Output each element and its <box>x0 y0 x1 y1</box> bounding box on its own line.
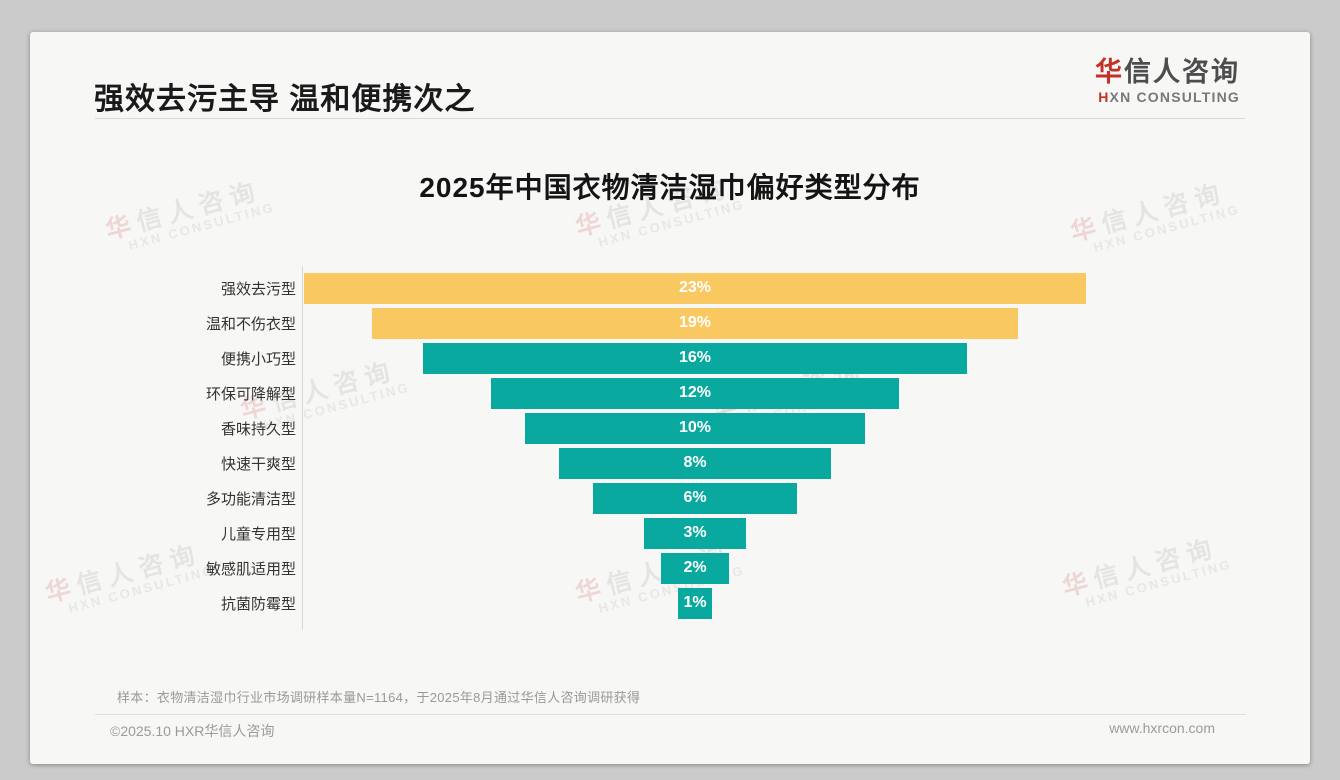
category-label: 抗菌防霉型 <box>220 596 296 613</box>
value-label: 8% <box>683 454 707 471</box>
value-label: 10% <box>678 419 712 436</box>
bar: 19% <box>372 307 1018 339</box>
logo-english-name: HXN CONSULTING <box>1098 88 1240 105</box>
category-label: 便携小巧型 <box>220 351 296 368</box>
category-label: 快速干爽型 <box>220 456 296 473</box>
footer-divider <box>95 714 1246 715</box>
value-label: 6% <box>683 489 707 506</box>
value-label: 2% <box>683 559 707 576</box>
bar: 8% <box>559 447 831 479</box>
page-title: 强效去污主导 温和便携次之 <box>94 83 476 116</box>
value-label: 1% <box>683 594 707 611</box>
category-label: 敏感肌适用型 <box>205 561 296 578</box>
value-label: 19% <box>678 314 712 331</box>
bar: 3% <box>644 517 746 549</box>
company-logo: 华信人咨询 HXN CONSULTING <box>1095 57 1240 105</box>
bar: 10% <box>525 412 865 444</box>
website-url: www.hxrcon.com <box>1109 720 1215 736</box>
bar: 16% <box>423 342 967 374</box>
header-divider <box>95 118 1245 119</box>
sample-footnote: 样本：衣物清洁湿巾行业市场调研样本量N=1164，于2025年8月通过华信人咨询… <box>117 690 641 705</box>
category-label: 儿童专用型 <box>220 526 296 543</box>
bar: 12% <box>491 377 899 409</box>
copyright-text: ©2025.10 HXR华信人咨询 <box>110 723 275 739</box>
chart-title: 2025年中国衣物清洁湿巾偏好类型分布 <box>419 172 921 203</box>
category-label: 多功能清洁型 <box>205 491 296 508</box>
bar: 23% <box>304 272 1086 304</box>
category-label: 香味持久型 <box>220 421 296 438</box>
category-label: 环保可降解型 <box>205 386 296 403</box>
funnel-bar-chart: 强效去污型 23% 温和不伤衣型 19% 便携小巧型 16% 环保可降解型 12% 香味持久型 1… <box>30 32 1310 764</box>
category-label: 强效去污型 <box>220 281 296 298</box>
logo-chinese-name: 华信人咨询 <box>1095 57 1240 87</box>
value-label: 23% <box>678 279 712 296</box>
category-axis-line <box>302 266 303 630</box>
bar: 6% <box>593 482 797 514</box>
bar: 2% <box>661 552 729 584</box>
value-label: 3% <box>683 524 707 541</box>
report-card: 强效去污主导 温和便携次之 华信人咨询 HXN CONSULTING 华信人咨询… <box>30 32 1310 764</box>
bar: 1% <box>678 587 712 619</box>
value-label: 12% <box>678 384 712 401</box>
category-label: 温和不伤衣型 <box>205 316 296 333</box>
value-label: 16% <box>678 349 712 366</box>
